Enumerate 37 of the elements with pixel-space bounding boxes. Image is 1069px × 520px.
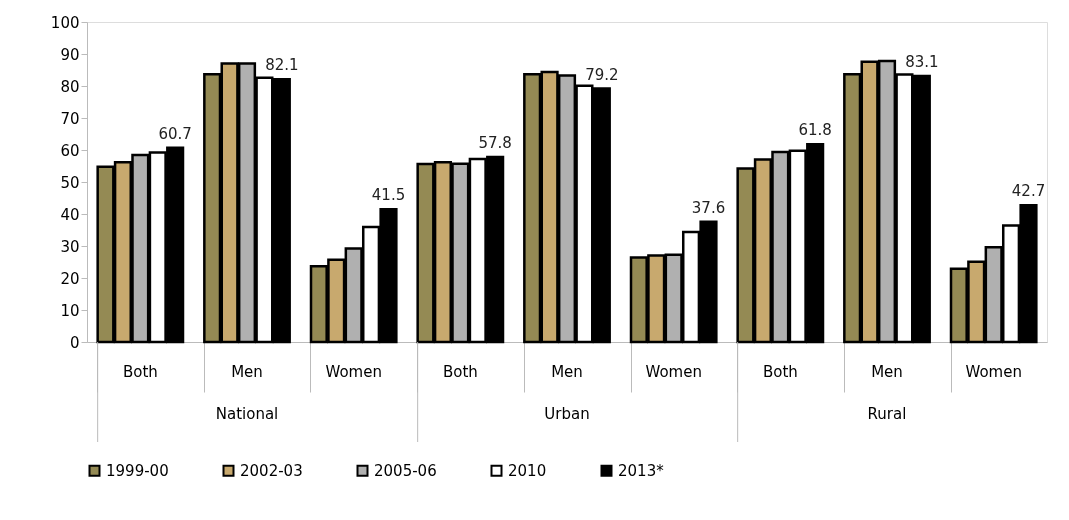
y-tick-label: 70 bbox=[60, 109, 80, 128]
legend-label: 2010 bbox=[508, 461, 547, 480]
data-label: 41.5 bbox=[371, 186, 406, 205]
y-tick-label: 90 bbox=[60, 45, 80, 64]
data-label: 61.8 bbox=[798, 121, 832, 140]
x-tick-label: Both bbox=[122, 362, 158, 381]
text: Rural bbox=[867, 405, 907, 423]
data-label: 79.2 bbox=[585, 65, 619, 84]
legend-label: 1999-00 bbox=[106, 461, 169, 480]
text: Urban bbox=[544, 405, 590, 423]
y-tick-label: 20 bbox=[60, 269, 80, 288]
y-tick-label: 60 bbox=[60, 141, 80, 160]
x-tick-label: Women bbox=[645, 362, 702, 381]
legend-label: 2002-03 bbox=[240, 461, 303, 480]
x-tick-label: Men bbox=[231, 362, 263, 381]
x-tick-label: Both bbox=[762, 362, 798, 381]
y-tick-label: 50 bbox=[60, 173, 80, 192]
data-label: 82.1 bbox=[265, 56, 299, 75]
x-tick-label: Women bbox=[965, 362, 1022, 381]
x-tick-label: Women bbox=[325, 362, 382, 381]
text: National bbox=[215, 405, 279, 423]
y-tick-label: 40 bbox=[60, 205, 80, 224]
legend-label: 2005-06 bbox=[374, 461, 437, 480]
data-label: 83.1 bbox=[905, 53, 939, 72]
data-label: 57.8 bbox=[478, 134, 512, 153]
y-tick-label: 30 bbox=[60, 237, 80, 256]
legend-label: 2013* bbox=[618, 461, 665, 480]
x-tick-label: Men bbox=[871, 362, 903, 381]
y-tick-label: 80 bbox=[60, 77, 80, 96]
x-tick-label: Both bbox=[442, 362, 478, 381]
data-label: 37.6 bbox=[691, 198, 726, 217]
y-tick-label: 10 bbox=[60, 301, 80, 320]
y-tick-label: 100 bbox=[50, 13, 80, 32]
y-tick-label: 0 bbox=[69, 333, 80, 352]
data-label: 60.7 bbox=[158, 124, 192, 143]
data-label: 42.7 bbox=[1011, 182, 1046, 201]
x-tick-label: Men bbox=[551, 362, 583, 381]
